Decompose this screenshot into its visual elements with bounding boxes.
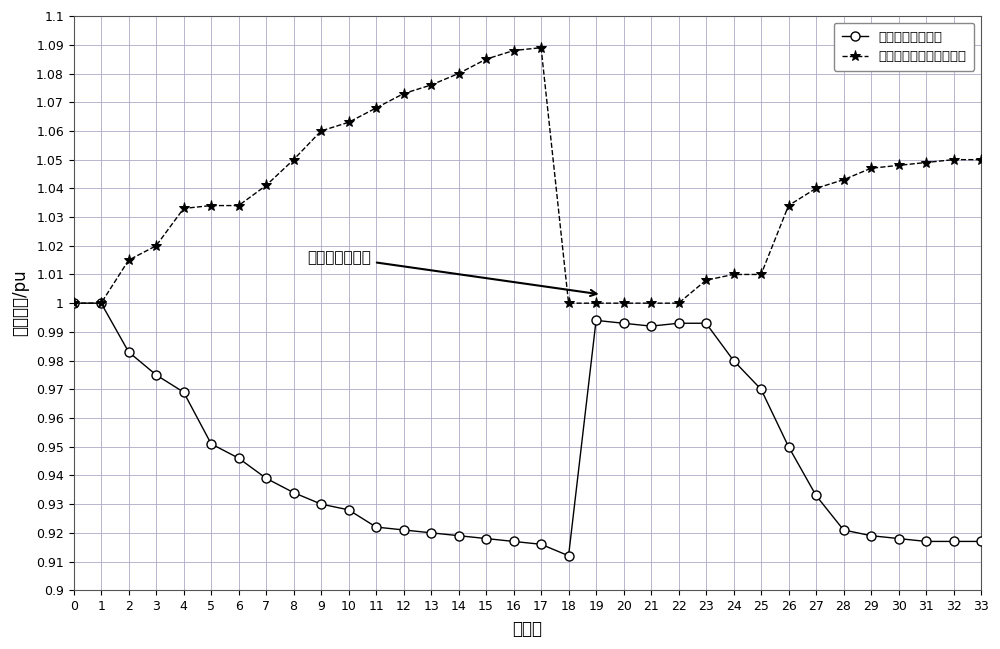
极端场景下系统电压分布 [233, 202, 245, 210]
极端场景下系统电压分布 [700, 276, 712, 284]
系统电压原始分布 [975, 537, 987, 545]
极端场景下系统电压分布 [68, 299, 80, 307]
极端场景下系统电压分布 [205, 202, 217, 210]
极端场景下系统电压分布 [893, 162, 905, 169]
极端场景下系统电压分布 [865, 164, 877, 172]
Legend: 系统电压原始分布, 极端场景下系统电压分布: 系统电压原始分布, 极端场景下系统电压分布 [834, 23, 974, 71]
极端场景下系统电压分布 [150, 242, 162, 250]
系统电压原始分布 [370, 523, 382, 531]
极端场景下系统电压分布 [178, 204, 190, 212]
系统电压原始分布 [260, 474, 272, 482]
极端场景下系统电压分布 [948, 156, 960, 164]
系统电压原始分布 [453, 532, 465, 539]
极端场景下系统电压分布 [563, 299, 575, 307]
极端场景下系统电压分布 [260, 182, 272, 190]
系统电压原始分布 [810, 491, 822, 499]
系统电压原始分布 [700, 319, 712, 327]
极端场景下系统电压分布 [425, 81, 437, 89]
系统电压原始分布 [673, 319, 685, 327]
极端场景下系统电压分布 [810, 184, 822, 192]
系统电压原始分布 [838, 526, 850, 534]
系统电压原始分布 [343, 506, 355, 514]
极端场景下系统电压分布 [315, 127, 327, 135]
Line: 极端场景下系统电压分布: 极端场景下系统电压分布 [68, 42, 987, 309]
系统电压原始分布 [920, 537, 932, 545]
系统电压原始分布 [288, 489, 300, 496]
极端场景下系统电压分布 [728, 271, 740, 278]
极端场景下系统电压分布 [288, 156, 300, 164]
极端场景下系统电压分布 [673, 299, 685, 307]
Y-axis label: 电压幅值/pu: 电压幅值/pu [11, 270, 29, 336]
极端场景下系统电压分布 [370, 104, 382, 112]
系统电压原始分布 [508, 537, 520, 545]
系统电压原始分布 [728, 357, 740, 365]
系统电压原始分布 [205, 440, 217, 448]
X-axis label: 节点数: 节点数 [512, 620, 542, 638]
系统电压原始分布 [948, 537, 960, 545]
系统电压原始分布 [590, 317, 602, 324]
极端场景下系统电压分布 [645, 299, 657, 307]
系统电压原始分布 [755, 386, 767, 393]
系统电压原始分布 [783, 443, 795, 450]
系统电压原始分布 [123, 348, 135, 356]
系统电压原始分布 [893, 535, 905, 543]
系统电压原始分布 [315, 500, 327, 508]
极端场景下系统电压分布 [975, 156, 987, 164]
系统电压原始分布 [535, 541, 547, 548]
极端场景下系统电压分布 [453, 69, 465, 77]
极端场景下系统电压分布 [480, 55, 492, 63]
极端场景下系统电压分布 [755, 271, 767, 278]
系统电压原始分布 [150, 371, 162, 379]
极端场景下系统电压分布 [343, 118, 355, 126]
Line: 系统电压原始分布: 系统电压原始分布 [69, 299, 986, 560]
极端场景下系统电压分布 [123, 256, 135, 264]
系统电压原始分布 [398, 526, 410, 534]
极端场景下系统电压分布 [508, 47, 520, 55]
极端场景下系统电压分布 [535, 43, 547, 51]
系统电压原始分布 [68, 299, 80, 307]
系统电压原始分布 [618, 319, 630, 327]
极端场景下系统电压分布 [920, 158, 932, 166]
极端场景下系统电压分布 [398, 90, 410, 97]
系统电压原始分布 [95, 299, 107, 307]
系统电压原始分布 [178, 388, 190, 396]
极端场景下系统电压分布 [590, 299, 602, 307]
极端场景下系统电压分布 [95, 299, 107, 307]
系统电压原始分布 [645, 323, 657, 330]
Text: 电压幅值上限值: 电压幅值上限值 [307, 250, 597, 296]
系统电压原始分布 [563, 552, 575, 559]
极端场景下系统电压分布 [783, 202, 795, 210]
极端场景下系统电压分布 [618, 299, 630, 307]
系统电压原始分布 [233, 454, 245, 462]
系统电压原始分布 [425, 529, 437, 537]
极端场景下系统电压分布 [838, 176, 850, 184]
系统电压原始分布 [480, 535, 492, 543]
系统电压原始分布 [865, 532, 877, 539]
